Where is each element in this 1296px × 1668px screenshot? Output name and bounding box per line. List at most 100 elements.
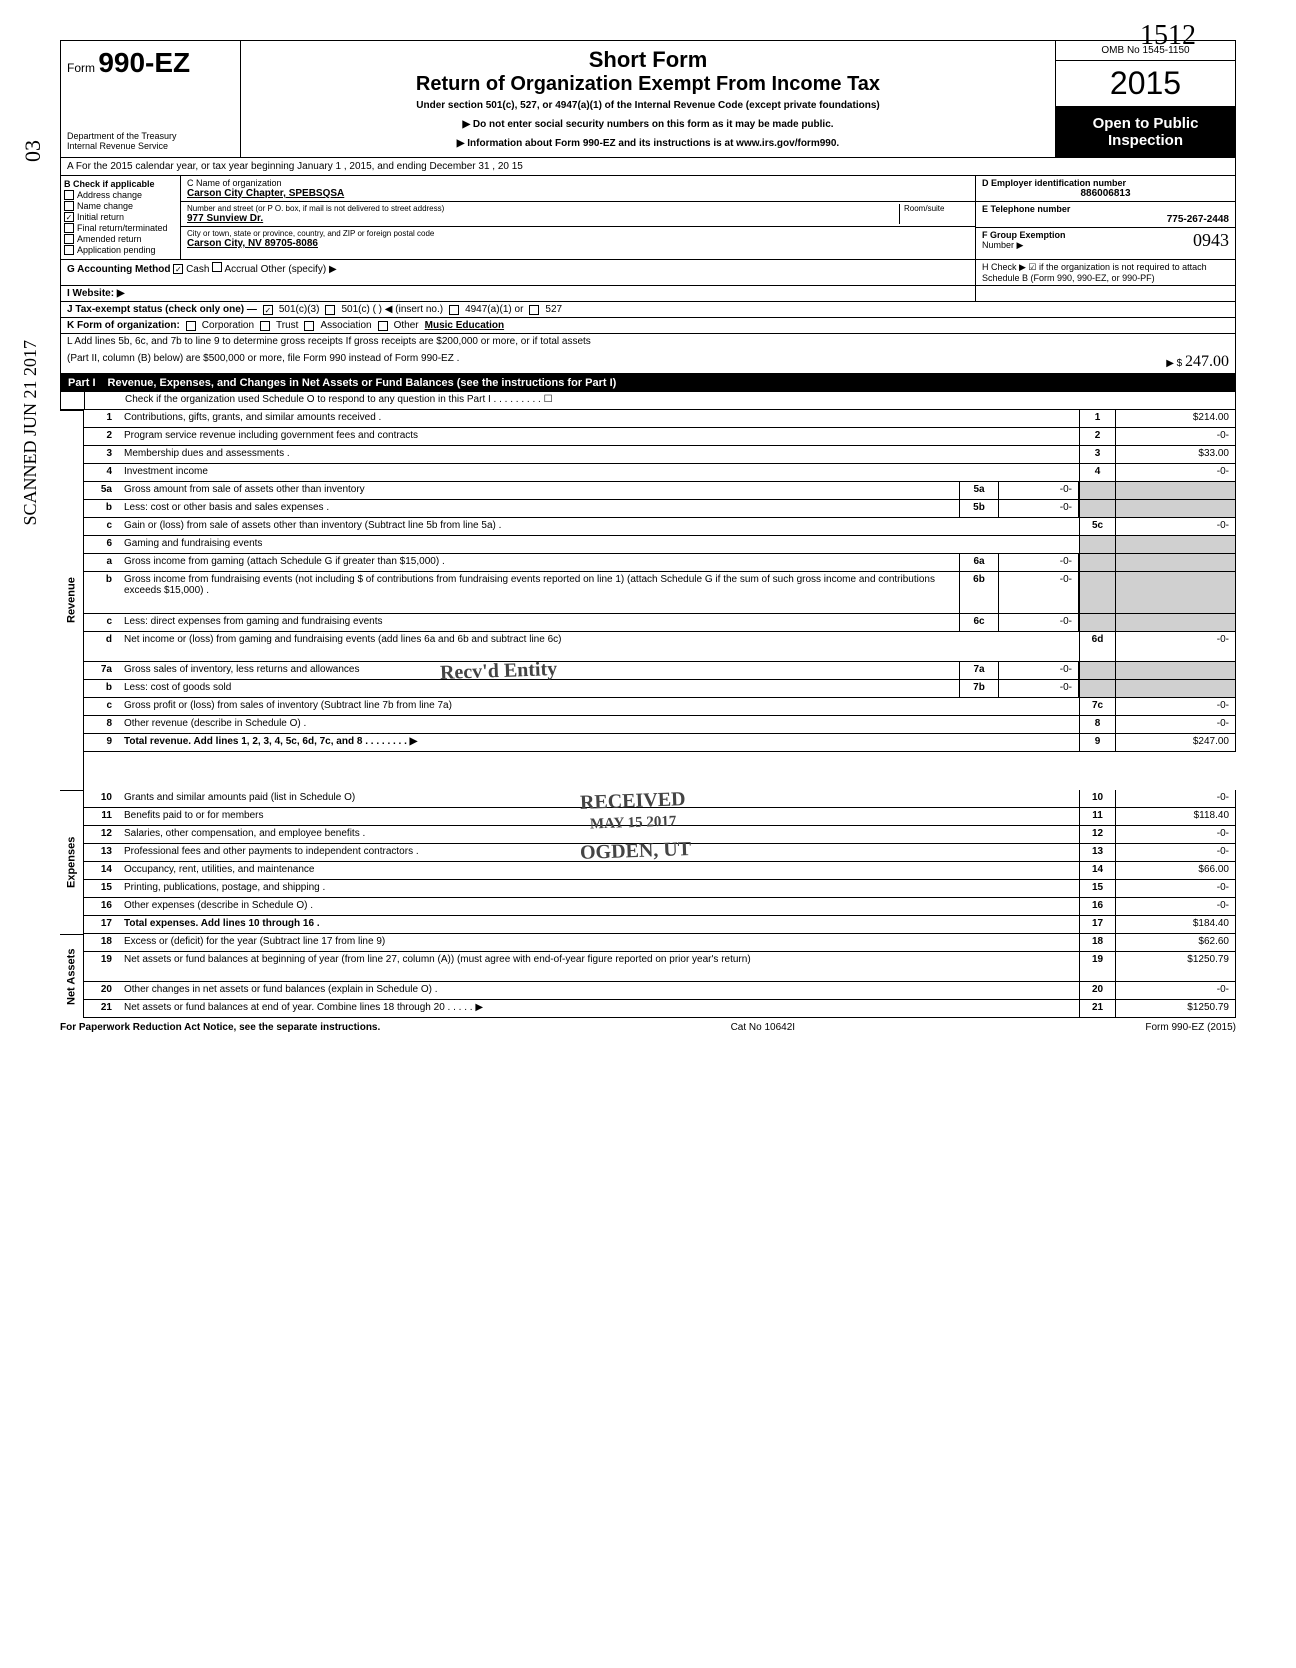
chk-501c3[interactable]: ✓ [263,305,273,315]
ln14: 14 [84,862,120,879]
side-mark-03: 03 [20,140,46,162]
ln7c-desc: Gross profit or (loss) from sales of inv… [120,698,1079,715]
ln18-desc: Excess or (deficit) for the year (Subtra… [120,934,1079,951]
form-header-mid: Short Form Return of Organization Exempt… [241,41,1055,157]
row-l: L Add lines 5b, 6c, and 7b to line 9 to … [60,334,1236,374]
chk-accrual[interactable] [212,262,222,272]
ln10-val: -0- [1115,790,1235,807]
ln6c-desc: Less: direct expenses from gaming and fu… [120,614,959,631]
ln16: 16 [84,898,120,915]
part1-label: Part I [68,377,96,389]
chk-527[interactable] [529,305,539,315]
ln17-val: $184.40 [1115,916,1235,933]
ln5a-mid: 5a [959,482,999,499]
chk-assoc[interactable] [304,321,314,331]
col-def: D Employer identification number 8860068… [975,176,1235,259]
chk-amended-label: Amended return [77,234,142,244]
l-line2: (Part II, column (B) below) are $500,000… [67,353,459,371]
k-trust: Trust [276,320,298,331]
g-other: Other (specify) ▶ [261,264,337,275]
stamp-ogden: OGDEN, UT [580,838,692,865]
chk-trust[interactable] [260,321,270,331]
ln6d-num: 6d [1079,632,1115,661]
i-label: I Website: ▶ [67,288,125,299]
open-to-public: Open to Public Inspection [1056,107,1235,157]
j-opt4: 527 [545,304,562,315]
ln16-num: 16 [1079,898,1115,915]
ln4: 4 [84,464,120,481]
ln3-num: 3 [1079,446,1115,463]
ln8-desc: Other revenue (describe in Schedule O) . [120,716,1079,733]
chk-4947[interactable] [449,305,459,315]
ln9: 9 [84,734,120,751]
ln18: 18 [84,934,120,951]
phone-value: 775-267-2448 [982,214,1229,225]
chk-other[interactable] [378,321,388,331]
ln1: 1 [84,410,120,427]
ln16-desc: Other expenses (describe in Schedule O) … [120,898,1079,915]
k-label: K Form of organization: [67,320,180,331]
chk-name[interactable] [64,201,74,211]
form-prefix: Form [67,61,95,75]
ln20-desc: Other changes in net assets or fund bala… [120,982,1079,999]
ln14-val: $66.00 [1115,862,1235,879]
chk-address[interactable] [64,190,74,200]
chk-amended[interactable] [64,234,74,244]
ln6a-midval: -0- [999,554,1079,571]
part1-header: Part I Revenue, Expenses, and Changes in… [60,374,1236,392]
ln20: 20 [84,982,120,999]
chk-cash[interactable]: ✓ [173,264,183,274]
dept-label: Department of the Treasury Internal Reve… [67,131,234,151]
handwritten-note-top: 1512 [1140,20,1196,52]
ln3-val: $33.00 [1115,446,1235,463]
ln19-val: $1250.79 [1115,952,1235,981]
g-label: G Accounting Method [67,264,171,275]
chk-final[interactable] [64,223,74,233]
street-label: Number and street (or P O. box, if mail … [187,204,899,213]
ln2-val: -0- [1115,428,1235,445]
l-arrow: ▶ $ [1166,358,1182,369]
ln20-val: -0- [1115,982,1235,999]
chk-initial[interactable]: ✓ [64,212,74,222]
ln6d-val: -0- [1115,632,1235,661]
row-j: J Tax-exempt status (check only one) — ✓… [60,302,1236,318]
chk-501c[interactable] [325,305,335,315]
side-mark-scanned: SCANNED JUN 21 2017 [20,340,41,526]
ln11-val: $118.40 [1115,808,1235,825]
chk-corp[interactable] [186,321,196,331]
ln8: 8 [84,716,120,733]
row-i: I Website: ▶ [60,286,1236,302]
stamp-received: RECEIVED [580,788,686,815]
ln11: 11 [84,808,120,825]
form-title2: Return of Organization Exempt From Incom… [247,73,1049,96]
ln1-num: 1 [1079,410,1115,427]
ln6b-desc: Gross income from fundraising events (no… [120,572,959,613]
form-subtitle: Under section 501(c), 527, or 4947(a)(1)… [247,100,1049,111]
ln6a: a [84,554,120,571]
ln17-desc: Total expenses. Add lines 10 through 16 … [120,916,1079,933]
ln6b: b [84,572,120,613]
ln5a-midval: -0- [999,482,1079,499]
ln1-val: $214.00 [1115,410,1235,427]
chk-pending[interactable] [64,245,74,255]
ln12: 12 [84,826,120,843]
footer-left: For Paperwork Reduction Act Notice, see … [60,1022,380,1033]
chk-name-label: Name change [77,201,133,211]
part1-check-desc: Check if the organization used Schedule … [121,392,1235,409]
col-b-checkboxes: B Check if applicable Address change Nam… [61,176,181,259]
form-header-right: OMB No 1545-1150 2015 Open to Public Ins… [1055,41,1235,157]
ln1-desc: Contributions, gifts, grants, and simila… [120,410,1079,427]
ln4-num: 4 [1079,464,1115,481]
ln7a-midval: -0- [999,662,1079,679]
arrow-line-1: ▶ Do not enter social security numbers o… [247,119,1049,130]
org-name: Carson City Chapter, SPEBSQSA [187,188,344,199]
ln14-num: 14 [1079,862,1115,879]
h-cont [975,286,1235,301]
ln6: 6 [84,536,120,553]
ln3-desc: Membership dues and assessments . [120,446,1079,463]
stamp-date: MAY 15 2017 [590,813,677,833]
e-label: E Telephone number [982,204,1229,214]
ln6a-desc: Gross income from gaming (attach Schedul… [120,554,959,571]
form-990ez-page: 1512 Form 990-EZ Department of the Treas… [60,40,1236,1037]
footer-mid: Cat No 10642I [731,1022,796,1033]
